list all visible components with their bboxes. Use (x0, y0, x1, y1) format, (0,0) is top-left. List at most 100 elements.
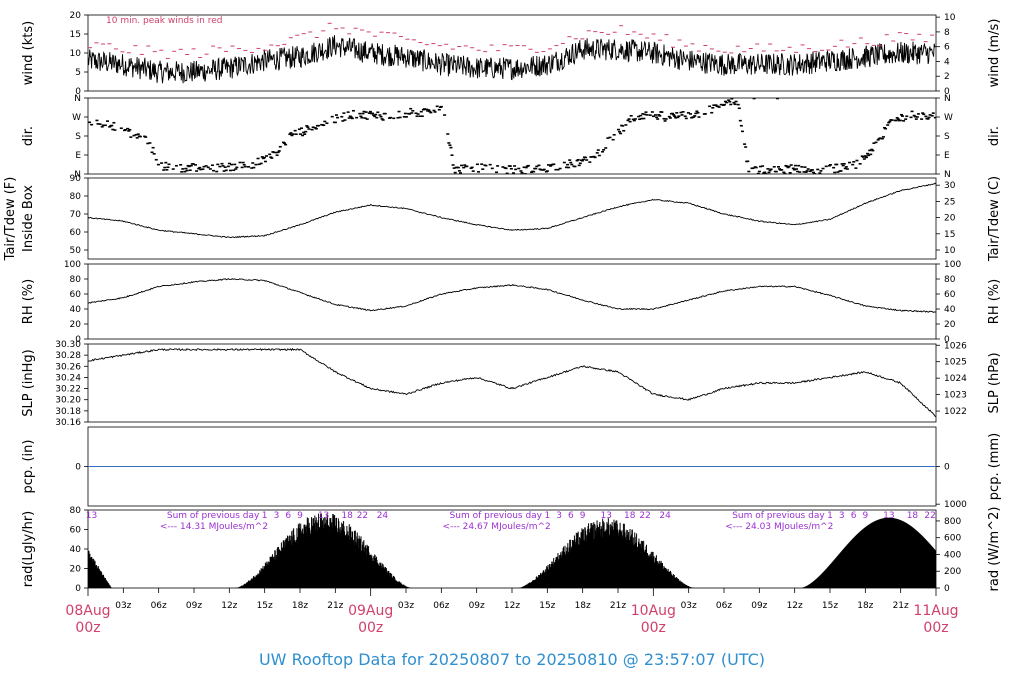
y-tick-label: 0 (75, 463, 81, 473)
x-tick-label: 18z (575, 601, 591, 611)
date-tick-label: 08Aug (65, 603, 110, 619)
radiation-hour-mark: 1 (262, 511, 268, 521)
y-tick-label: W (72, 113, 81, 123)
y-tick-label: 80 (70, 506, 82, 516)
y-tick-label: 10 (944, 246, 956, 256)
y-tick-label: 0 (75, 335, 81, 345)
radiation-hour-mark: 3 (556, 511, 562, 521)
radiation-hour-mark: 6 (285, 511, 291, 521)
y-tick-label: N (74, 94, 81, 104)
y-axis-label-line: Inside Box (21, 185, 36, 252)
radiation-sum-value: <--- 14.31 MJoules/m^2 (160, 522, 268, 532)
panel-rad: rad(Lgly/hr) rad (W/m^2)02040608002004006… (21, 500, 1002, 594)
radiation-hour-mark: 13 (883, 511, 894, 521)
y-tick-label: 20 (70, 320, 82, 330)
x-tick-label: 03z (398, 601, 414, 611)
y-tick-label: 30.30 (55, 340, 81, 350)
y-tick-label: W (944, 113, 953, 123)
peak-wind-note: 10 min. peak winds in red (106, 16, 223, 26)
panel-data (88, 22, 936, 84)
y-tick-label: 20 (944, 320, 956, 330)
panel-data (88, 98, 936, 174)
radiation-hour-mark: 6 (568, 511, 574, 521)
panel-frame (87, 177, 937, 260)
x-tick-label: 03z (115, 601, 131, 611)
y-tick-label: N (944, 94, 951, 104)
radiation-hour-mark: 18 (907, 511, 919, 521)
radiation-sum-value: <--- 24.03 MJoules/m^2 (725, 522, 833, 532)
radiation-hour-mark: 3 (839, 511, 845, 521)
y-tick-label: 30.16 (55, 418, 81, 428)
y-tick-label: 1022 (944, 407, 967, 417)
x-tick-label: 18z (292, 601, 308, 611)
y-tick-label: 20 (70, 11, 82, 21)
panel-dir: dir. dir.N NE ES SW WN N (21, 94, 1002, 180)
y-tick-label: 15 (70, 30, 81, 40)
y-axis-label-left: rad(Lgly/hr) (21, 511, 36, 587)
y-tick-label: S (944, 132, 950, 142)
panel-frame (87, 263, 937, 340)
date-tick-hour: 00z (75, 620, 100, 636)
rh-series (88, 277, 936, 313)
x-tick-label: 12z (221, 601, 237, 611)
y-axis-label-left: dir. (21, 126, 36, 146)
y-tick-label: 100 (944, 260, 961, 270)
x-tick-label: 12z (504, 601, 520, 611)
radiation-hour-mark: 6 (851, 511, 857, 521)
radiation-hour-mark: 22 (357, 511, 368, 521)
slp-series (88, 347, 936, 418)
x-tick-label: 15z (539, 601, 555, 611)
y-tick-label: 30.26 (55, 362, 81, 372)
radiation-hour-mark: 9 (580, 511, 586, 521)
y-tick-label: 30.20 (55, 396, 81, 406)
y-tick-label: 0 (944, 335, 950, 345)
y-axis-label-right: Tair/Tdew (C) (987, 176, 1002, 262)
y-tick-label: 15 (944, 230, 955, 240)
y-tick-label: 30.28 (55, 351, 81, 361)
y-tick-label: 60 (70, 526, 82, 536)
date-tick-hour: 00z (641, 620, 666, 636)
y-tick-label: 20 (944, 214, 956, 224)
y-tick-label: 1023 (944, 391, 967, 401)
radiation-hour-mark: 18 (624, 511, 636, 521)
y-tick-label: 100 (64, 260, 81, 270)
y-axis-label-right: pcp. (mm) (987, 433, 1002, 500)
panel-frame (87, 343, 937, 423)
radiation-hour-mark: 9 (862, 511, 868, 521)
radiation-hour-mark: 22 (924, 511, 935, 521)
date-tick-hour: 00z (358, 620, 383, 636)
y-tick-label: 1025 (944, 358, 967, 368)
y-tick-label: 200 (944, 567, 961, 577)
radiation-hour-mark: 3 (274, 511, 280, 521)
radiation-sum-title: Sum of previous day (732, 511, 825, 521)
y-tick-label: 40 (944, 305, 956, 315)
time-axis: 03z 06z 09z 12z 15z 18z 21z 03z 06z 09z 12z 15z 18z 2… (65, 588, 959, 636)
panel-wind: wind (kts) wind (m/s) 0 5 10 15 20 0 2 4 6 8 10 10 mi… (21, 11, 1002, 97)
y-tick-label: 60 (70, 228, 82, 238)
y-axis-label-right: rad (W/m^2) (987, 507, 1002, 592)
radiation-sum-title: Sum of previous day (450, 511, 543, 521)
y-tick-label: 0 (944, 87, 950, 97)
panel-frame (87, 97, 937, 175)
y-tick-label: S (75, 132, 81, 142)
x-tick-label: 21z (610, 601, 626, 611)
panel-pcp: pcp. (in) pcp. (mm) 0 0 (21, 426, 1002, 507)
date-tick-label: 11Aug (913, 603, 958, 619)
y-tick-label: 10 (944, 13, 956, 23)
x-tick-label: 15z (822, 601, 838, 611)
wind-speed-series (88, 35, 936, 84)
y-axis-label-left: Tair/Tdew (F) Inside Box (3, 177, 36, 262)
x-tick-label: 06z (716, 601, 732, 611)
y-tick-label: 30.24 (55, 373, 81, 383)
x-tick-label: 18z (857, 601, 873, 611)
y-tick-label: 30.18 (55, 407, 81, 417)
y-axis-label-right: SLP (hPa) (987, 352, 1002, 413)
y-tick-label: 0 (944, 584, 950, 594)
y-tick-label: 400 (944, 550, 961, 560)
date-tick-hour: 00z (923, 620, 948, 636)
x-tick-label: 09z (751, 601, 767, 611)
y-tick-label: 60 (70, 290, 82, 300)
